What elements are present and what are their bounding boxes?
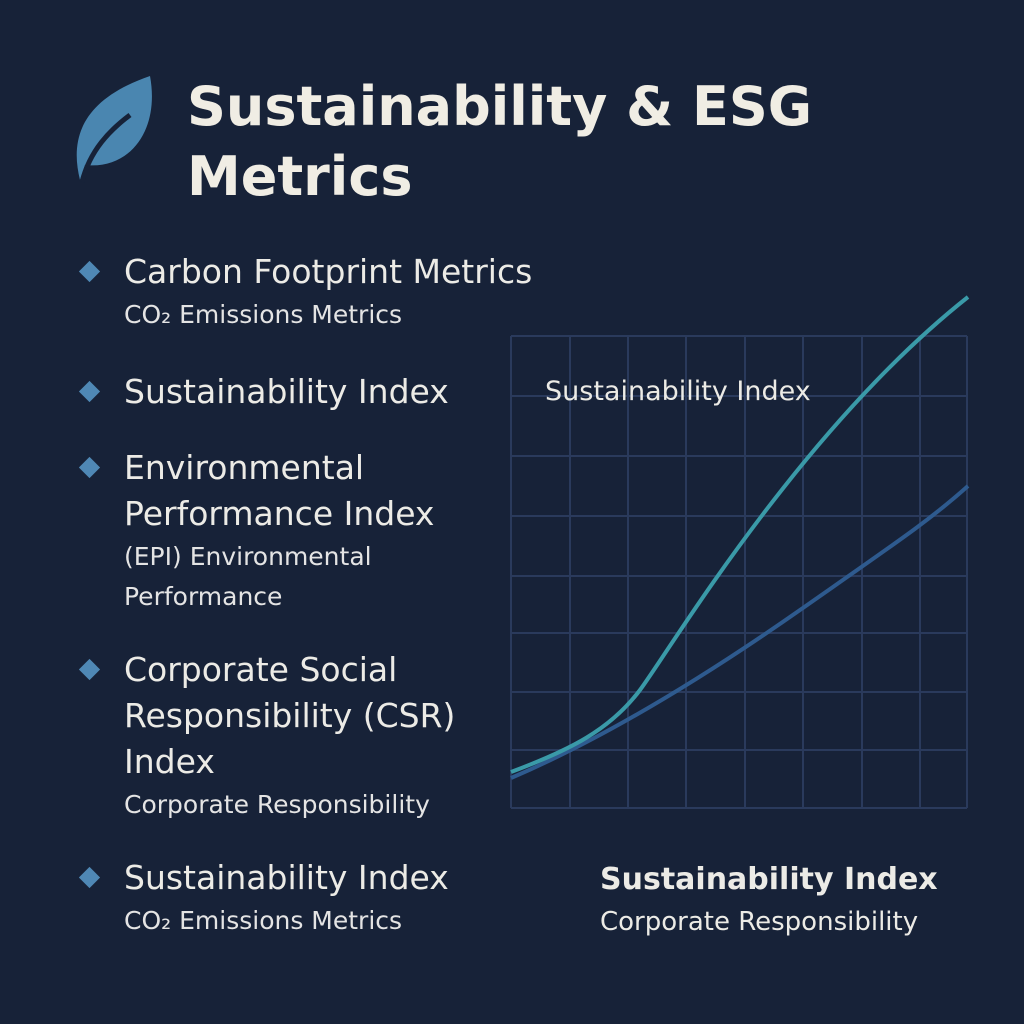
metric-item: Corporate Social Responsibility (CSR) In… <box>124 647 504 825</box>
chart-label: Sustainability Index <box>545 376 811 407</box>
metric-title: Sustainability Index <box>124 372 449 411</box>
metric-title: Carbon Footprint Metrics <box>124 252 533 291</box>
metric-subtitle: CO₂ Emissions Metrics <box>124 906 403 935</box>
metric-title: Environmental Performance Index <box>124 448 435 533</box>
metric-item: Carbon Footprint Metrics CO₂ Emissions Me… <box>124 249 532 335</box>
metric-subtitle: (EPI) Environmental Performance <box>124 542 372 611</box>
metric-title: Sustainability Index <box>124 858 449 897</box>
metric-title: Corporate Social Responsibility (CSR) In… <box>124 650 456 781</box>
metric-item: Sustainability Index CO₂ Emissions Metric… <box>124 855 449 941</box>
metric-item: Sustainability Index <box>124 369 449 415</box>
metric-subtitle: Corporate Responsibility <box>124 790 430 819</box>
metric-item: Environmental Performance Index (EPI) Env… <box>124 445 504 617</box>
chart-grid <box>510 335 968 809</box>
chart-caption-title: Sustainability Index <box>600 862 938 897</box>
leaf-vein <box>79 113 132 183</box>
chart-caption-subtitle: Corporate Responsibility <box>600 907 919 937</box>
chart-line <box>510 484 970 780</box>
title: Sustainability & ESG Metrics <box>187 75 813 208</box>
chart-line <box>510 295 970 774</box>
metric-subtitle: CO₂ Emissions Metrics <box>124 300 403 329</box>
